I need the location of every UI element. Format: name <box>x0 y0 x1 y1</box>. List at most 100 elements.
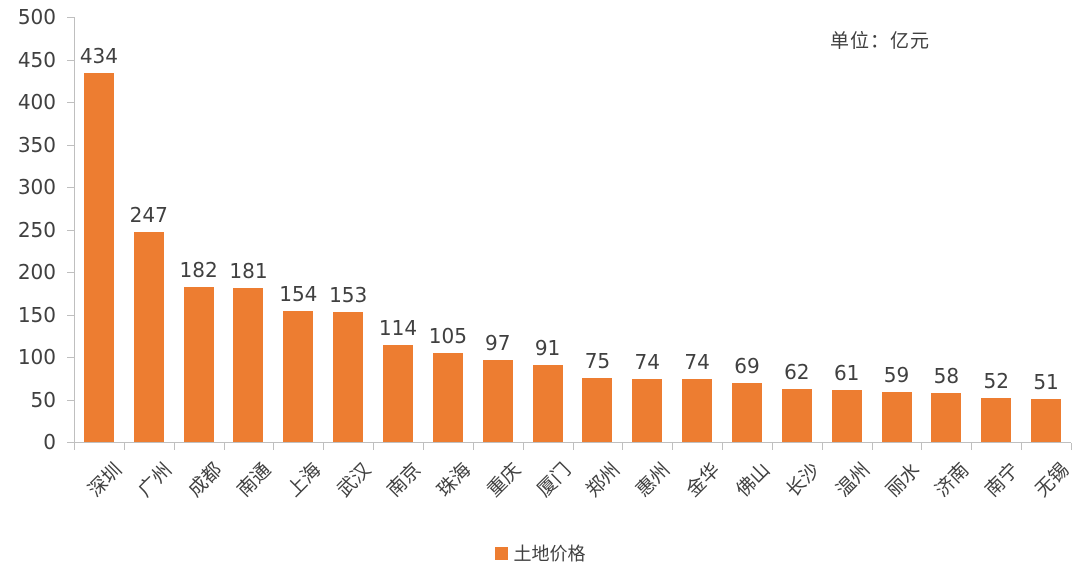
bar-value-label: 434 <box>79 44 119 69</box>
bar-成都 <box>183 287 214 442</box>
bar-南京 <box>383 345 414 442</box>
bar-深圳 <box>83 73 114 442</box>
x-category-label: 厦门 <box>532 458 575 502</box>
y-axis-tick-label: 50 <box>30 387 56 412</box>
bar-value-label: 75 <box>584 349 611 374</box>
bar-value-label: 105 <box>428 323 467 348</box>
y-axis-tick <box>67 442 74 443</box>
x-axis-tick <box>672 443 674 450</box>
x-axis-tick <box>123 443 125 450</box>
bar-珠海 <box>432 352 463 442</box>
x-category-label: 温州 <box>831 458 875 502</box>
x-category-label: 南宁 <box>981 458 1024 502</box>
x-axis-tick <box>323 443 325 450</box>
x-category-label: 济南 <box>931 458 974 502</box>
bar-南宁 <box>981 397 1012 442</box>
y-axis-tick <box>67 357 74 358</box>
bar-value-label: 69 <box>734 354 760 379</box>
y-axis-tick-label: 150 <box>17 302 56 327</box>
x-axis-tick <box>722 443 724 450</box>
bar-value-label: 91 <box>534 335 561 360</box>
x-category-label: 无锡 <box>1031 458 1074 502</box>
bar-郑州 <box>582 378 613 442</box>
x-category-label: 武汉 <box>333 458 376 502</box>
x-category-label: 佛山 <box>731 458 775 502</box>
x-category-label: 深圳 <box>83 458 127 502</box>
bar-value-label: 74 <box>634 350 660 375</box>
x-axis-tick <box>1071 443 1072 450</box>
x-category-label: 惠州 <box>632 458 675 502</box>
bar-金华 <box>682 379 713 442</box>
x-axis-tick <box>173 443 175 450</box>
legend-label: 土地价格 <box>513 544 586 565</box>
bar-温州 <box>831 390 862 442</box>
x-axis-tick <box>1021 443 1023 450</box>
bar-无锡 <box>1031 398 1062 442</box>
y-axis-tick <box>67 187 74 188</box>
y-axis-line <box>74 17 75 442</box>
x-axis-tick <box>223 443 225 450</box>
y-axis-tick <box>67 314 74 316</box>
x-category-label: 南通 <box>233 458 276 502</box>
bar-value-label: 59 <box>883 362 910 387</box>
bar-value-label: 247 <box>129 203 168 228</box>
x-axis-tick <box>871 443 873 450</box>
y-axis-tick-label: 500 <box>17 5 56 29</box>
y-axis-tick-label: 250 <box>17 217 56 242</box>
bar-value-label: 114 <box>378 316 418 341</box>
y-axis-tick-label: 200 <box>17 260 56 284</box>
x-axis-tick <box>572 443 574 450</box>
y-axis-tick-label: 450 <box>17 47 56 72</box>
legend: 土地价格 <box>0 540 1080 566</box>
y-axis-tick <box>67 102 74 103</box>
x-axis-tick <box>821 443 823 450</box>
x-axis-tick <box>74 443 75 450</box>
x-axis-tick <box>522 443 524 450</box>
bar-value-label: 181 <box>229 259 268 284</box>
bar-重庆 <box>482 359 513 442</box>
bar-厦门 <box>532 364 563 442</box>
y-axis-tick-label: 350 <box>17 132 56 157</box>
bar-南通 <box>233 288 264 442</box>
x-category-label: 金华 <box>682 458 725 502</box>
bar-上海 <box>283 311 314 442</box>
bar-value-label: 74 <box>684 350 710 375</box>
bar-济南 <box>931 392 962 442</box>
x-category-label: 广州 <box>133 458 177 502</box>
bar-value-label: 62 <box>784 360 810 385</box>
y-axis-tick <box>67 229 74 231</box>
x-axis-tick <box>622 443 624 450</box>
bar-value-label: 154 <box>279 282 318 307</box>
bar-value-label: 182 <box>179 258 218 283</box>
y-axis-tick-label: 300 <box>17 175 56 199</box>
bar-value-label: 153 <box>329 282 368 307</box>
bar-value-label: 51 <box>1033 369 1059 394</box>
x-category-label: 丽水 <box>881 458 924 502</box>
bar-value-label: 58 <box>933 363 960 388</box>
y-axis-tick <box>67 17 74 18</box>
x-axis-tick <box>771 443 773 450</box>
x-category-label: 成都 <box>183 458 227 502</box>
bar-value-label: 61 <box>833 361 860 386</box>
y-axis-tick <box>67 399 74 401</box>
legend-swatch-icon <box>494 546 508 560</box>
x-axis-tick <box>921 443 923 450</box>
bar-佛山 <box>731 383 762 442</box>
bar-value-label: 52 <box>983 368 1009 393</box>
unit-label: 单位：亿元 <box>830 30 931 52</box>
bar-广州 <box>133 232 164 442</box>
x-axis-tick <box>971 443 973 450</box>
x-category-label: 珠海 <box>432 458 476 502</box>
x-category-label: 上海 <box>283 458 326 502</box>
y-axis-tick <box>67 272 74 273</box>
bar-value-label: 97 <box>484 330 511 355</box>
bar-武汉 <box>333 311 364 442</box>
x-axis-tick <box>373 443 375 450</box>
bar-惠州 <box>632 379 663 442</box>
y-axis-tick <box>67 59 74 61</box>
x-axis-tick <box>422 443 424 450</box>
y-axis-tick-label: 100 <box>17 345 56 369</box>
x-axis-tick <box>472 443 474 450</box>
bar-丽水 <box>881 391 912 442</box>
